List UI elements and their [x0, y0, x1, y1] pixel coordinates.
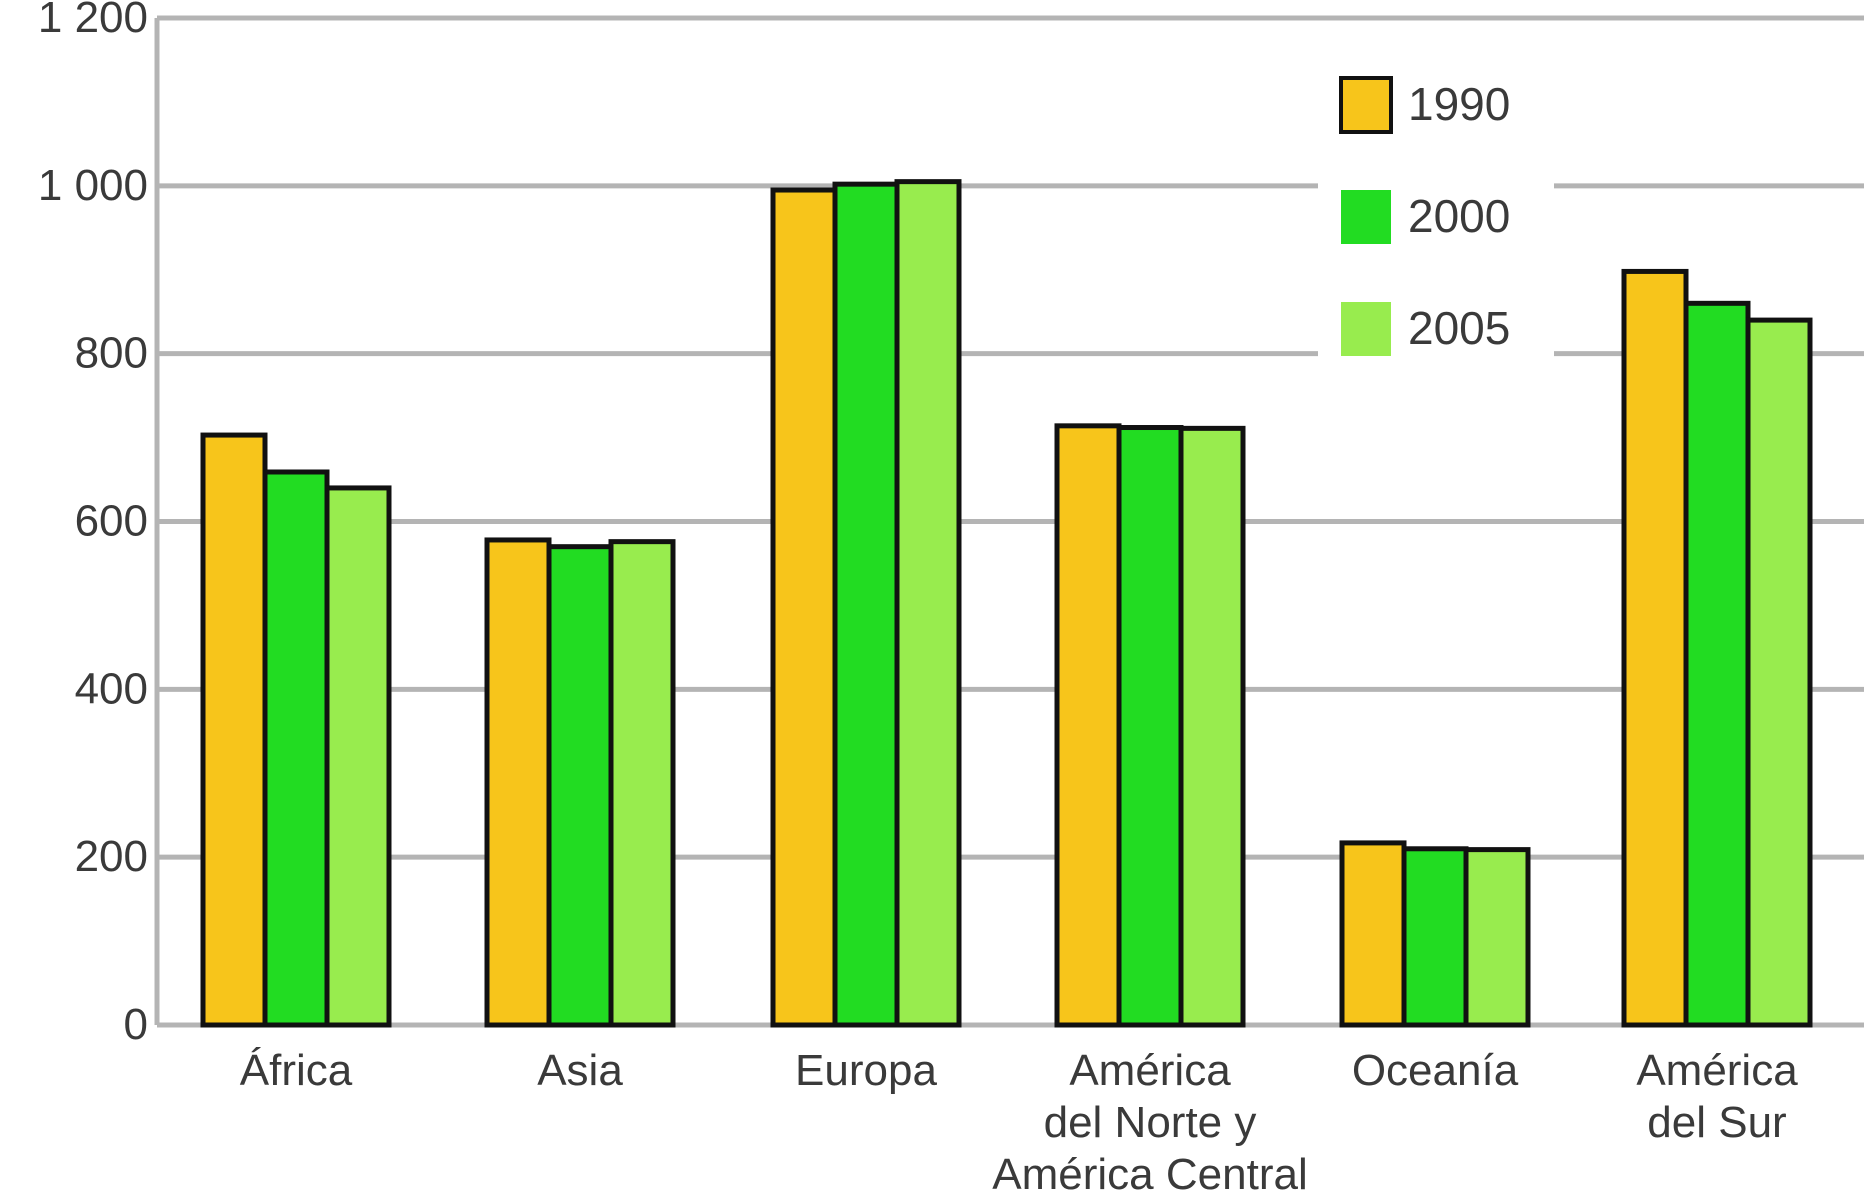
y-tick-label: 1 000 [38, 161, 148, 210]
x-category-label-line: Asia [537, 1046, 623, 1095]
x-axis-category-labels: África Asia Europa América del Norte y Améric… [240, 1046, 1798, 1199]
bar [1621, 268, 1689, 1028]
y-tick-label: 200 [75, 832, 148, 881]
legend-swatch [1341, 302, 1391, 356]
bar [608, 539, 676, 1028]
bar [546, 544, 614, 1028]
bar [770, 187, 838, 1028]
x-category-label: Oceanía [1352, 1046, 1519, 1095]
gridlines [157, 183, 1864, 1028]
y-tick-label: 1 200 [38, 0, 148, 42]
x-category-label-line: Europa [795, 1046, 937, 1095]
bar [1178, 425, 1246, 1028]
x-category-label-line: América Central [992, 1150, 1307, 1197]
legend-label: 2000 [1408, 190, 1510, 242]
legend-swatch [1339, 76, 1393, 134]
bars [200, 179, 1813, 1028]
bar [1683, 300, 1751, 1028]
x-category-label-line: del Sur [1647, 1098, 1786, 1147]
x-category-label-line: Oceanía [1352, 1046, 1519, 1095]
legend: 1990 2000 2005 [1318, 55, 1554, 375]
legend-swatch [1341, 190, 1391, 244]
y-tick-label: 400 [75, 664, 148, 713]
legend-label: 1990 [1408, 78, 1510, 130]
x-category-label: Asia [537, 1046, 623, 1095]
bar [1339, 840, 1407, 1028]
series-2005 [324, 179, 1813, 1028]
x-category-label-line: América [1069, 1046, 1231, 1095]
bar [1054, 423, 1122, 1028]
x-category-label-line: América [1636, 1046, 1798, 1095]
x-category-label-line: del Norte y [1044, 1098, 1257, 1147]
bar [894, 179, 962, 1028]
x-category-label: América del Sur [1636, 1046, 1798, 1147]
y-axis-tick-labels: 0 200 400 600 800 1 000 1 200 [38, 0, 148, 1049]
bar [484, 537, 552, 1028]
x-category-label: Europa [795, 1046, 937, 1095]
bar [1401, 846, 1469, 1028]
bar [1116, 425, 1184, 1028]
y-tick-label: 0 [124, 1000, 148, 1049]
bar [1745, 317, 1813, 1028]
bar [262, 469, 330, 1028]
series-1990 [200, 187, 1689, 1028]
bar [324, 485, 392, 1028]
x-category-label-line: África [240, 1046, 353, 1095]
bar [1463, 847, 1531, 1028]
legend-label: 2005 [1408, 302, 1510, 354]
y-tick-label: 600 [75, 497, 148, 546]
x-category-label: América del Norte y América Central [992, 1046, 1307, 1197]
bar [832, 181, 900, 1028]
x-category-label: África [240, 1046, 353, 1095]
bar [200, 432, 268, 1028]
y-tick-label: 800 [75, 329, 148, 378]
